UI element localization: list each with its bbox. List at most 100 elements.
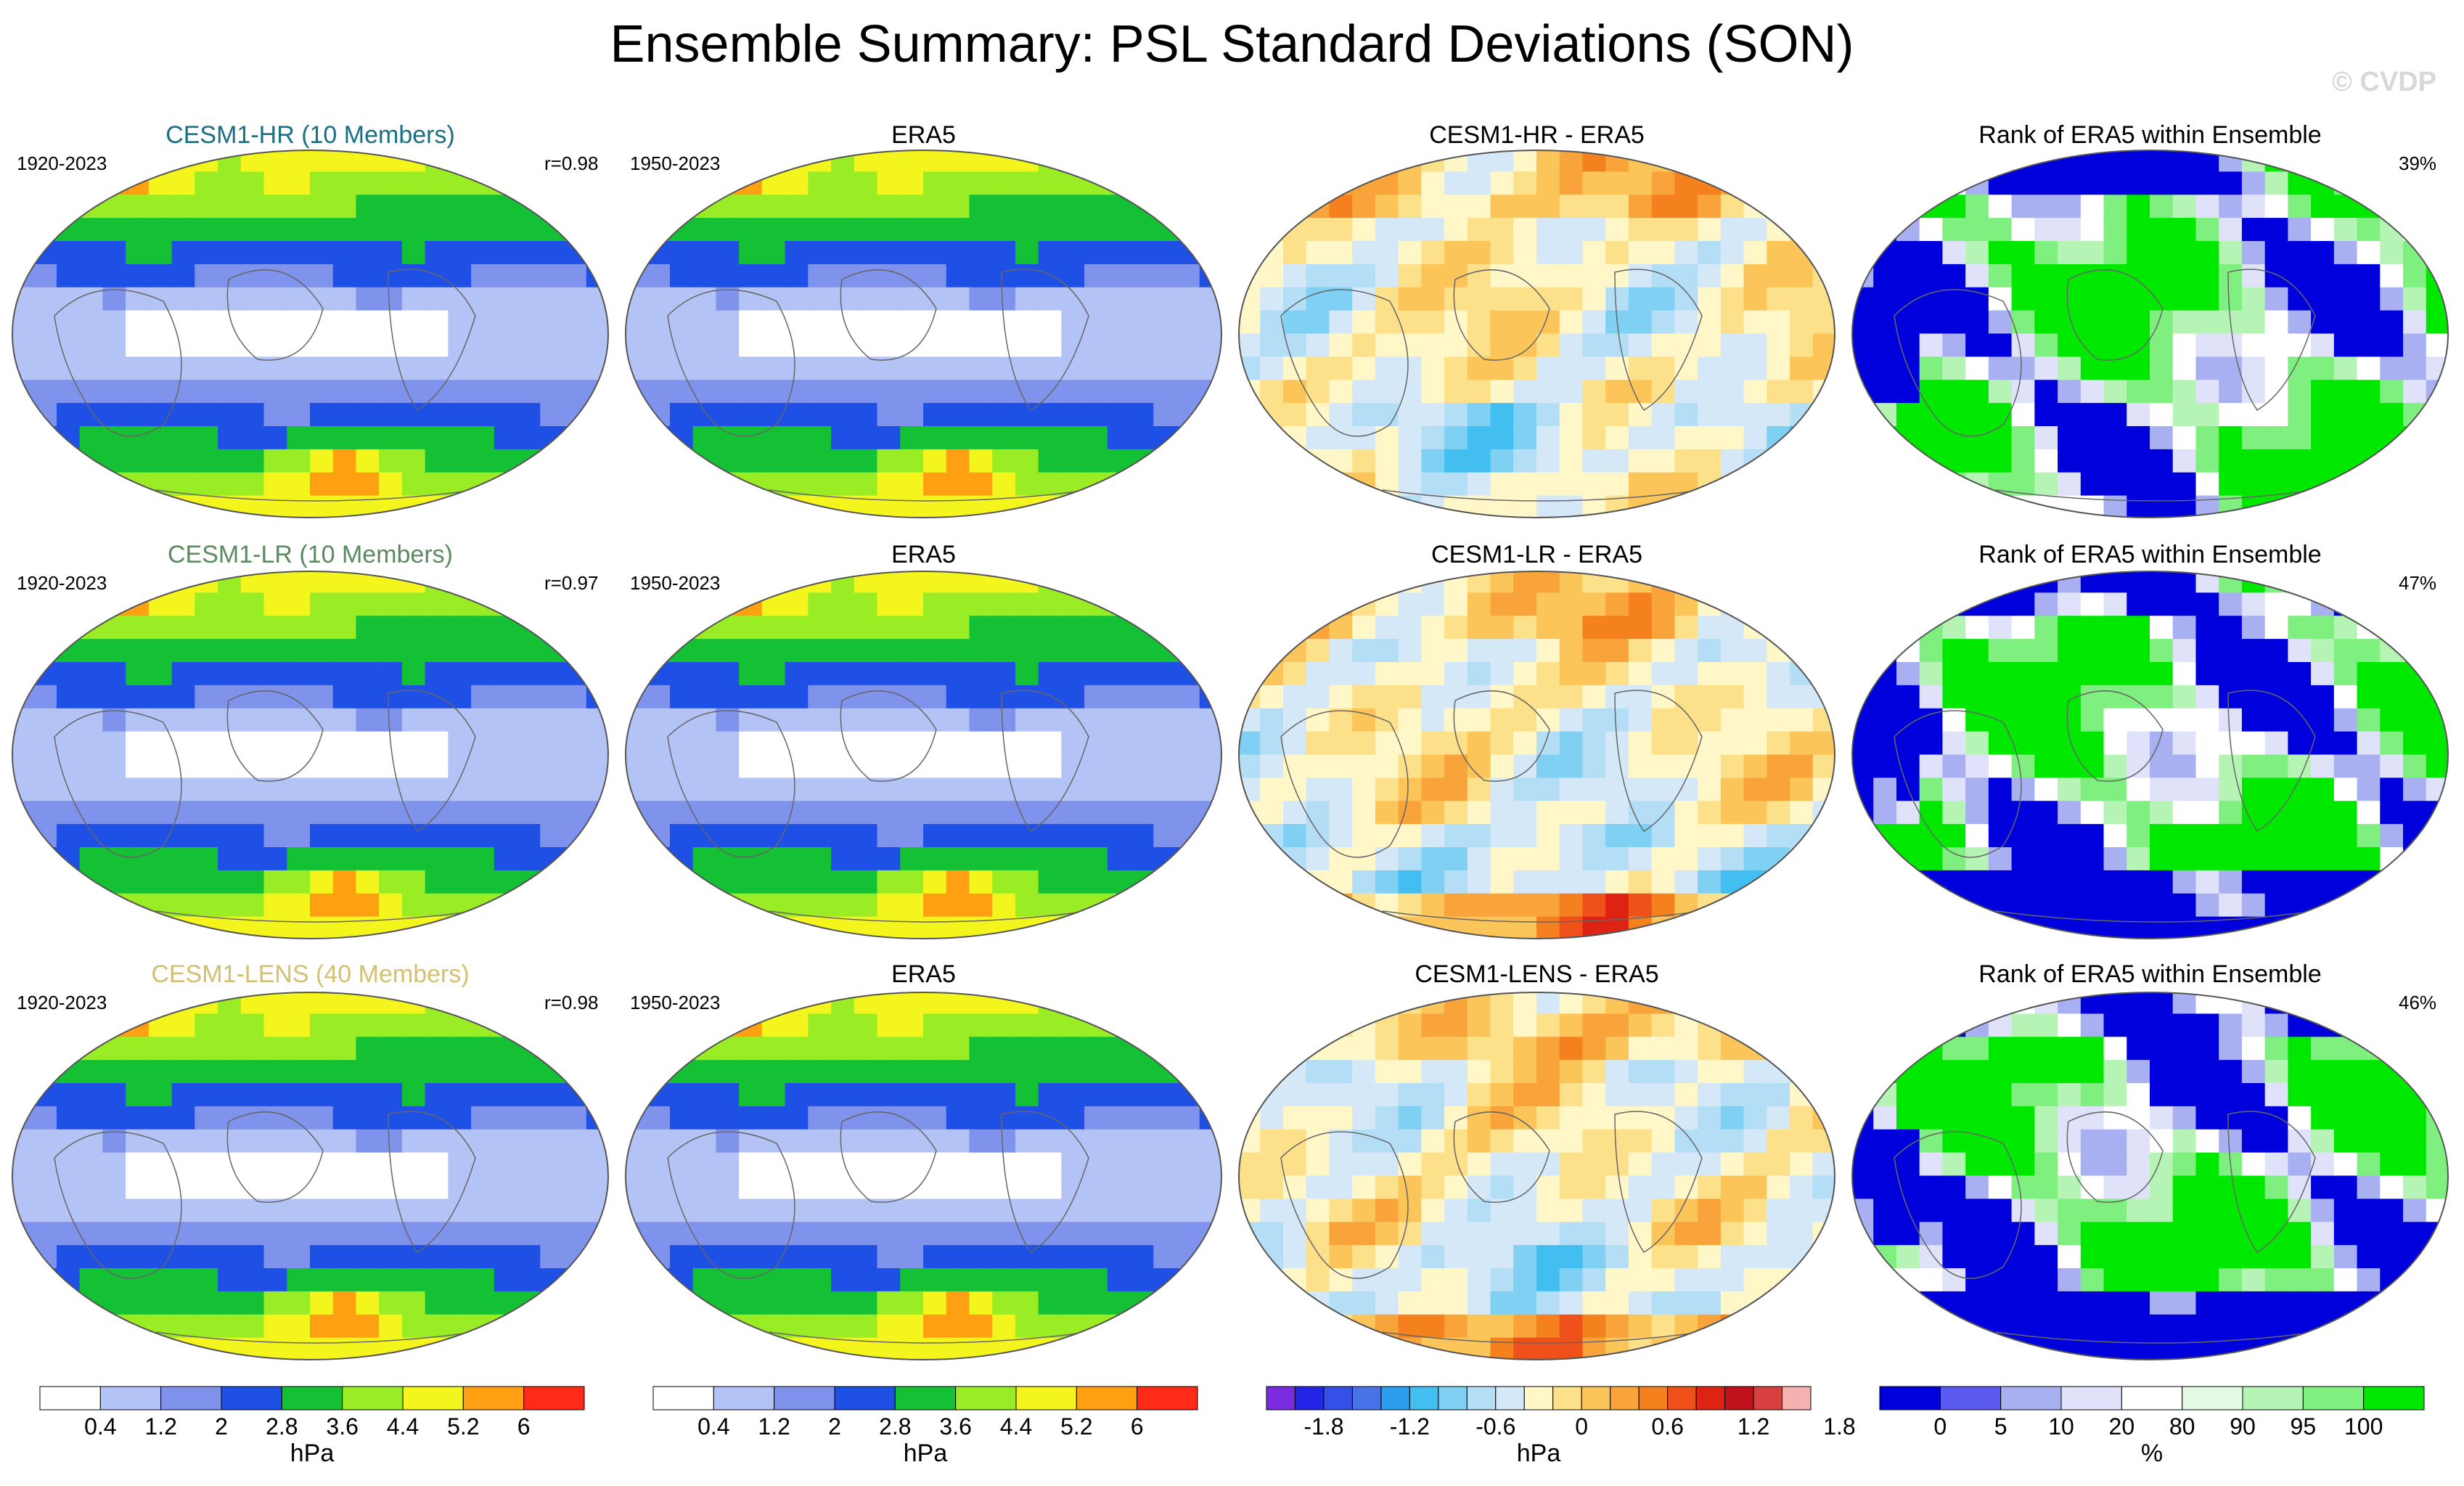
map-cell <box>1812 287 1835 311</box>
map-cell <box>923 264 947 288</box>
map-cell <box>1306 801 1330 825</box>
map-cell <box>1444 571 1468 594</box>
map-cell <box>494 639 518 663</box>
map-cell <box>1790 708 1814 732</box>
map-cell <box>2103 472 2128 497</box>
map-cell <box>1282 685 1307 709</box>
map-cell <box>946 356 970 381</box>
map-cell <box>1352 847 1376 871</box>
map-cell <box>946 1222 970 1246</box>
map-cell <box>854 287 878 311</box>
map-cell <box>669 824 694 848</box>
map-cell <box>171 708 196 732</box>
map-cell <box>195 847 219 871</box>
map-cell <box>1651 847 1676 871</box>
map-cell <box>2288 1060 2312 1084</box>
map-cell <box>1873 639 1897 663</box>
map-cell <box>2426 380 2448 404</box>
map-cell <box>563 685 587 709</box>
coastline <box>388 690 476 833</box>
map-cell <box>1107 1245 1131 1269</box>
map-cell <box>1873 847 1897 871</box>
map-cell <box>448 616 472 640</box>
map-cell <box>716 662 740 686</box>
map-cell <box>425 472 449 497</box>
map-cell <box>2011 1083 2036 1107</box>
map-cell <box>1282 310 1307 335</box>
map-cell <box>1329 426 1354 450</box>
map-cell <box>1490 1222 1515 1246</box>
map-cell <box>1651 403 1676 427</box>
map-cell <box>900 1314 924 1339</box>
map-cell <box>1513 150 1537 173</box>
map-cell <box>1919 1222 1944 1246</box>
map-cell <box>1444 1129 1468 1154</box>
map-cell <box>1988 777 2013 802</box>
map-cell <box>287 992 311 1015</box>
map-cell <box>563 218 587 242</box>
map-cell <box>716 824 740 848</box>
map-cell <box>1651 1083 1676 1107</box>
map-cell <box>2288 992 2312 1015</box>
map-cell <box>494 1037 518 1061</box>
map-cell <box>2127 150 2150 173</box>
map-cell <box>1896 731 1920 756</box>
map-cell <box>2241 639 2266 663</box>
map-cell <box>56 150 81 173</box>
map-cell <box>739 571 763 594</box>
map-cell <box>1720 380 1745 404</box>
map-cell <box>1398 1175 1423 1200</box>
map-cell <box>1038 1291 1063 1315</box>
map-cell <box>923 1222 947 1246</box>
map-cell <box>1896 754 1920 779</box>
map-cell <box>79 333 104 358</box>
map-cell <box>310 824 334 848</box>
map-cell <box>171 592 196 617</box>
map-cell <box>716 403 740 427</box>
map-cell <box>540 708 565 732</box>
map-cell <box>1651 992 1676 1015</box>
map-cell <box>1852 1314 1875 1339</box>
map-cell <box>1239 916 1261 939</box>
map-cell <box>2195 777 2220 802</box>
map-cell <box>2058 449 2082 473</box>
map-cell <box>946 1175 970 1200</box>
map-cell <box>1199 287 1221 311</box>
map-cell <box>1873 916 1897 939</box>
map-cell <box>1153 1291 1178 1315</box>
map-cell <box>1698 639 1722 663</box>
map-cell <box>785 847 809 871</box>
map-cell <box>1153 1199 1178 1223</box>
map-cell <box>12 287 35 311</box>
map-cell <box>1199 449 1221 473</box>
map-cell <box>1605 195 1629 219</box>
map-cell <box>2080 1152 2105 1177</box>
map-cell <box>900 1175 924 1200</box>
map-cell <box>2172 310 2197 335</box>
map-cell <box>494 801 518 825</box>
map-cell <box>854 1013 878 1038</box>
map-cell <box>56 218 81 242</box>
map-cell <box>1107 1268 1131 1292</box>
map-cell <box>240 264 265 288</box>
map-cell <box>1628 801 1653 825</box>
map-cell <box>692 992 717 1015</box>
map-cell <box>1873 1152 1897 1177</box>
map-cell <box>425 824 449 848</box>
map-cell <box>2080 685 2105 709</box>
map-cell <box>79 264 104 288</box>
map-cell <box>1698 916 1722 939</box>
map-cell <box>263 403 288 427</box>
map-cell <box>647 777 671 802</box>
map-cell <box>2127 1013 2150 1038</box>
map-cell <box>647 218 671 242</box>
map-cell <box>1674 1060 1699 1084</box>
map-cell <box>785 333 809 358</box>
map-cell <box>2380 380 2404 404</box>
map-cell <box>517 1268 541 1292</box>
map-cell <box>471 403 495 427</box>
map-cell <box>102 1245 127 1269</box>
map-cell <box>1239 380 1261 404</box>
coastline <box>840 690 937 782</box>
map-cell <box>540 1106 565 1130</box>
